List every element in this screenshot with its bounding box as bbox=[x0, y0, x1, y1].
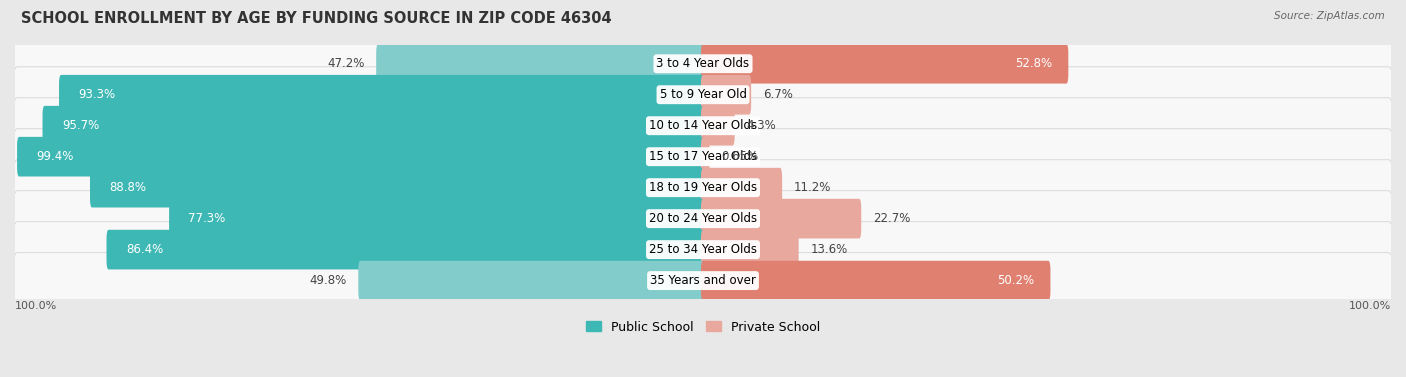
Text: 95.7%: 95.7% bbox=[62, 119, 98, 132]
FancyBboxPatch shape bbox=[14, 253, 1392, 308]
Text: 22.7%: 22.7% bbox=[873, 212, 910, 225]
Text: 93.3%: 93.3% bbox=[79, 88, 115, 101]
FancyBboxPatch shape bbox=[17, 137, 704, 176]
Legend: Public School, Private School: Public School, Private School bbox=[586, 320, 820, 334]
Text: Source: ZipAtlas.com: Source: ZipAtlas.com bbox=[1274, 11, 1385, 21]
FancyBboxPatch shape bbox=[14, 222, 1392, 277]
Text: 52.8%: 52.8% bbox=[1015, 57, 1053, 70]
Text: 100.0%: 100.0% bbox=[1348, 301, 1391, 311]
Text: 49.8%: 49.8% bbox=[309, 274, 347, 287]
FancyBboxPatch shape bbox=[169, 199, 704, 239]
Text: 99.4%: 99.4% bbox=[37, 150, 73, 163]
FancyBboxPatch shape bbox=[702, 168, 782, 207]
Text: 100.0%: 100.0% bbox=[15, 301, 58, 311]
Text: 13.6%: 13.6% bbox=[810, 243, 848, 256]
FancyBboxPatch shape bbox=[14, 191, 1392, 247]
Text: 50.2%: 50.2% bbox=[997, 274, 1035, 287]
FancyBboxPatch shape bbox=[14, 36, 1392, 92]
FancyBboxPatch shape bbox=[702, 75, 751, 115]
FancyBboxPatch shape bbox=[377, 44, 704, 84]
FancyBboxPatch shape bbox=[702, 44, 1069, 84]
FancyBboxPatch shape bbox=[702, 106, 735, 146]
Text: 10 to 14 Year Olds: 10 to 14 Year Olds bbox=[650, 119, 756, 132]
Text: 18 to 19 Year Olds: 18 to 19 Year Olds bbox=[650, 181, 756, 194]
Text: 20 to 24 Year Olds: 20 to 24 Year Olds bbox=[650, 212, 756, 225]
FancyBboxPatch shape bbox=[14, 129, 1392, 185]
Text: 5 to 9 Year Old: 5 to 9 Year Old bbox=[659, 88, 747, 101]
Text: 4.3%: 4.3% bbox=[747, 119, 776, 132]
FancyBboxPatch shape bbox=[702, 230, 799, 270]
FancyBboxPatch shape bbox=[14, 160, 1392, 216]
Text: 35 Years and over: 35 Years and over bbox=[650, 274, 756, 287]
FancyBboxPatch shape bbox=[14, 98, 1392, 153]
Text: 47.2%: 47.2% bbox=[328, 57, 364, 70]
FancyBboxPatch shape bbox=[107, 230, 704, 270]
FancyBboxPatch shape bbox=[359, 261, 704, 300]
FancyBboxPatch shape bbox=[59, 75, 704, 115]
Text: 25 to 34 Year Olds: 25 to 34 Year Olds bbox=[650, 243, 756, 256]
FancyBboxPatch shape bbox=[14, 67, 1392, 123]
FancyBboxPatch shape bbox=[90, 168, 704, 207]
FancyBboxPatch shape bbox=[702, 199, 862, 239]
Text: 11.2%: 11.2% bbox=[794, 181, 831, 194]
FancyBboxPatch shape bbox=[42, 106, 704, 146]
Text: 86.4%: 86.4% bbox=[125, 243, 163, 256]
Text: 0.65%: 0.65% bbox=[721, 150, 758, 163]
Text: 15 to 17 Year Olds: 15 to 17 Year Olds bbox=[650, 150, 756, 163]
Text: 88.8%: 88.8% bbox=[110, 181, 146, 194]
Text: 77.3%: 77.3% bbox=[188, 212, 225, 225]
FancyBboxPatch shape bbox=[702, 261, 1050, 300]
Text: 6.7%: 6.7% bbox=[763, 88, 793, 101]
Text: SCHOOL ENROLLMENT BY AGE BY FUNDING SOURCE IN ZIP CODE 46304: SCHOOL ENROLLMENT BY AGE BY FUNDING SOUR… bbox=[21, 11, 612, 26]
Text: 3 to 4 Year Olds: 3 to 4 Year Olds bbox=[657, 57, 749, 70]
FancyBboxPatch shape bbox=[702, 137, 710, 176]
